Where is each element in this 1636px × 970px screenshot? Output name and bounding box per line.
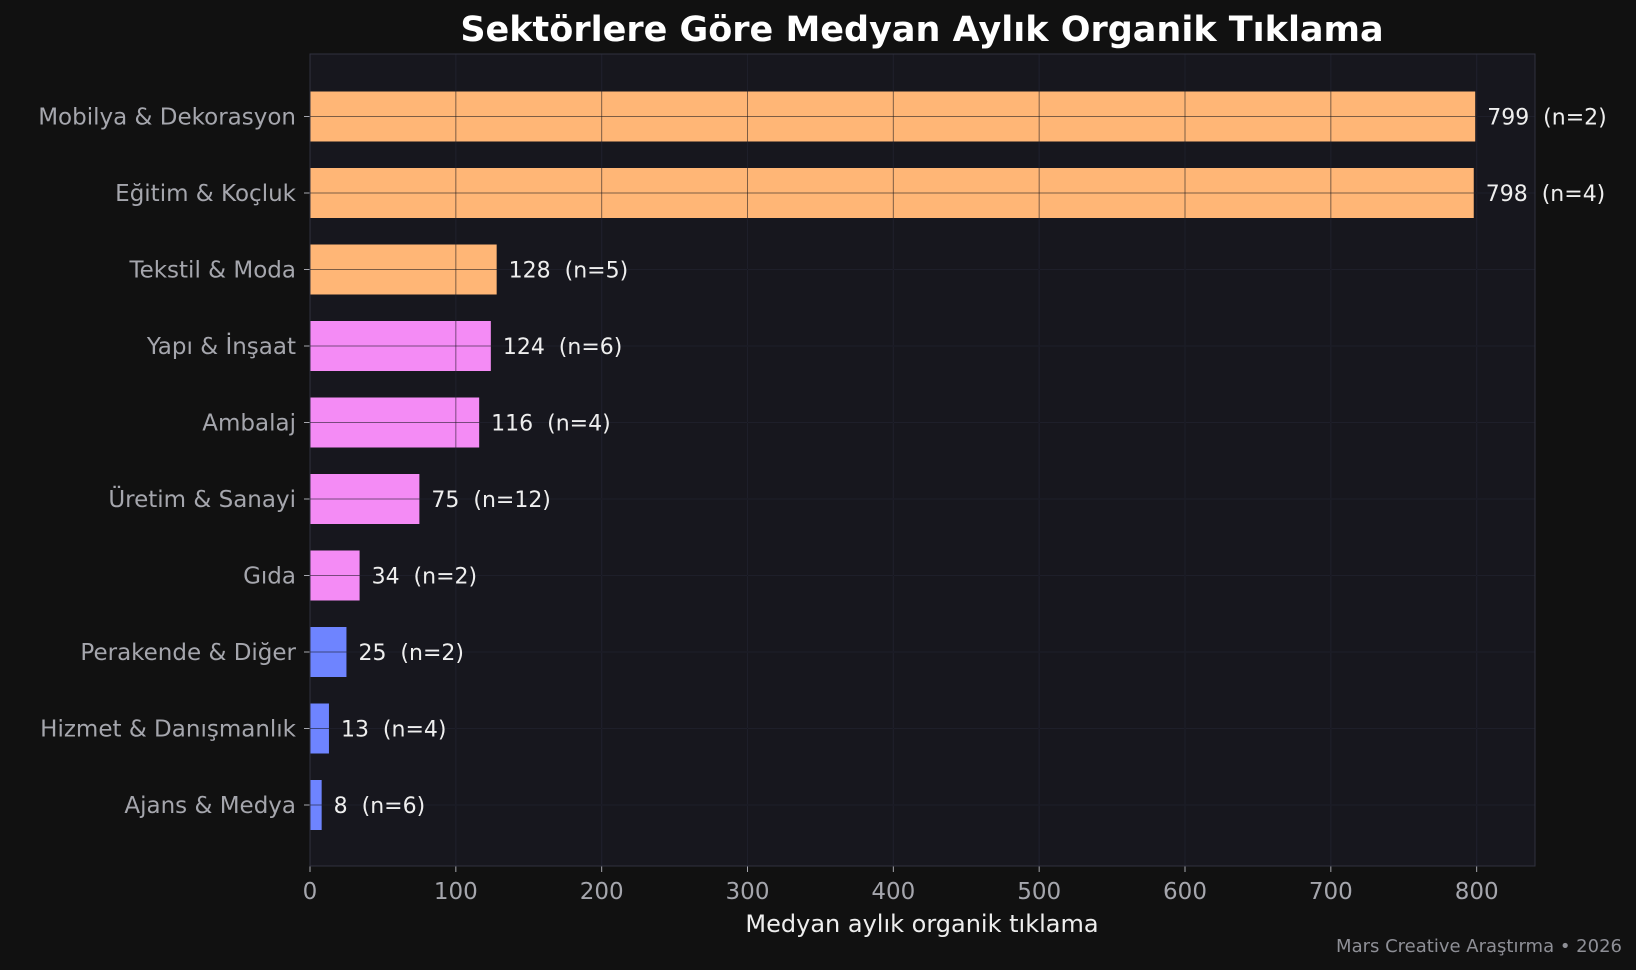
bar-value-label: 8 (n=6) <box>334 794 426 819</box>
category-label: Perakende & Diğer <box>80 640 296 666</box>
x-tick-label: 100 <box>434 879 478 905</box>
bar-value-label: 25 (n=2) <box>358 641 464 666</box>
category-label: Eğitim & Koçluk <box>115 181 297 207</box>
category-label: Hizmet & Danışmanlık <box>40 717 296 743</box>
x-tick-label: 200 <box>580 879 624 905</box>
category-label: Gıda <box>243 564 296 590</box>
bar-value-label: 799 (n=2) <box>1487 106 1607 131</box>
x-tick-label: 500 <box>1017 879 1061 905</box>
category-label: Üretim & Sanayi <box>108 485 296 513</box>
chart-title: Sektörlere Göre Medyan Aylık Organik Tık… <box>460 10 1383 50</box>
x-axis-label: Medyan aylık organik tıklama <box>745 910 1098 938</box>
category-label: Ambalaj <box>202 411 296 437</box>
bar-value-label: 34 (n=2) <box>372 565 478 590</box>
bar-value-label: 124 (n=6) <box>503 335 623 360</box>
bar-value-label: 116 (n=4) <box>491 412 611 437</box>
grid-overlay <box>309 54 1535 866</box>
category-label: Tekstil & Moda <box>128 258 296 284</box>
x-tick-label: 400 <box>871 879 915 905</box>
bar-value-label: 128 (n=5) <box>509 259 629 284</box>
bar-value-label: 798 (n=4) <box>1486 182 1606 207</box>
x-tick-label: 700 <box>1309 879 1353 905</box>
x-tick-label: 0 <box>303 879 318 905</box>
x-tick-label: 800 <box>1455 879 1499 905</box>
category-label: Ajans & Medya <box>124 793 296 819</box>
labels: 0 100 200 300 400 500 600 700 800 Mobilya & Dekor… <box>38 53 1607 905</box>
category-label: Mobilya & Dekorasyon <box>38 105 296 131</box>
source-note: Mars Creative Araştırma • 2026 <box>1336 936 1622 957</box>
category-label: Yapı & İnşaat <box>146 332 296 360</box>
x-tick-label: 300 <box>726 879 770 905</box>
plot-frame <box>309 53 1536 867</box>
bar-value-label: 13 (n=4) <box>341 718 447 743</box>
bar-value-label: 75 (n=12) <box>431 488 551 513</box>
x-tick-label: 600 <box>1163 879 1207 905</box>
